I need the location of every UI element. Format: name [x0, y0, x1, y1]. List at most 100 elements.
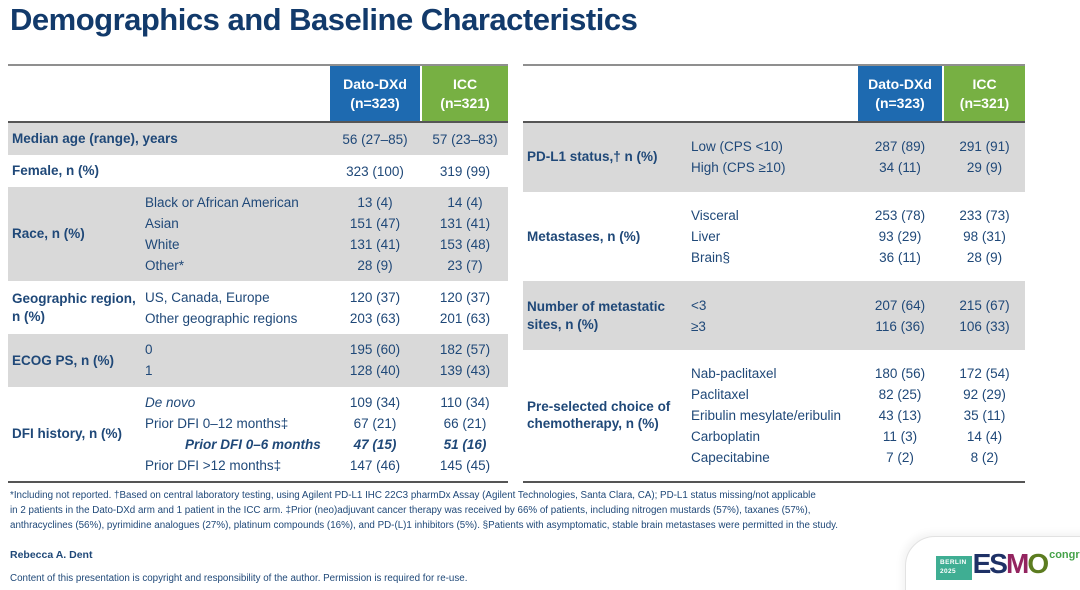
row-sublabel: Liver	[691, 228, 721, 244]
header-spacer	[523, 66, 858, 121]
value-icc: 51 (16)	[443, 436, 487, 452]
table-row: Eribulin mesylate/eribulin 43 (13) 35 (11)	[691, 405, 1025, 426]
value-icc: 14 (4)	[966, 428, 1003, 444]
table-row: Other geographic regions 203 (63) 201 (63)	[145, 308, 508, 329]
value-dato-dxd: 207 (64)	[874, 297, 926, 313]
table-row: Liver 93 (29) 98 (31)	[691, 226, 1025, 247]
table-row: ≥3 116 (36) 106 (33)	[691, 316, 1025, 337]
arm1-header-n: (n=323)	[875, 94, 925, 111]
value-icc: 92 (29)	[963, 386, 1006, 402]
congress-label: congress	[1049, 549, 1080, 561]
table-row: White 131 (41) 153 (48)	[145, 234, 508, 255]
row-label: Number of metastatic sites, n (%)	[527, 298, 666, 332]
table-row-group: Race, n (%) Black or African American 13 (…	[8, 187, 508, 282]
table-row: High (CPS ≥10) 34 (11) 29 (9)	[691, 157, 1025, 178]
value-dato-dxd: 253 (78)	[874, 207, 926, 223]
table-row-group: ECOG PS, n (%) 0 195 (60) 182 (57) 1 128 (40)…	[8, 334, 508, 387]
table-row-group: Metastases, n (%) Visceral 253 (78) 233 (73…	[523, 192, 1025, 282]
table-row-group: PD-L1 status,† n (%) Low (CPS <10) 287 (89…	[523, 123, 1025, 192]
value-icc: 8 (2)	[970, 449, 999, 465]
value-icc: 291 (91)	[959, 139, 1010, 155]
table-row-group: DFI history, n (%) De novo 109 (34) 110 (34…	[8, 387, 508, 481]
dato-dxd-column-header: Dato-DXd (n=323)	[858, 66, 942, 121]
arm2-header-n: (n=321)	[959, 94, 1010, 111]
value-icc: 14 (4)	[447, 195, 483, 211]
badge-city: BERLIN	[940, 559, 967, 566]
table-row: Prior DFI 0–12 months‡ 67 (21) 66 (21)	[145, 413, 508, 434]
arm1-header-name: Dato-DXd	[868, 76, 932, 93]
value-icc: 120 (37)	[439, 289, 491, 305]
value-dato-dxd: 67 (21)	[353, 415, 397, 431]
footnotes: *Including not reported. †Based on centr…	[10, 490, 839, 531]
esmo-letter: E	[972, 548, 992, 579]
table-row: Other* 28 (9) 23 (7)	[145, 255, 508, 276]
esmo-letter: M	[1005, 548, 1029, 579]
row-sublabel: High (CPS ≥10)	[691, 160, 786, 176]
row-sublabel: Prior DFI >12 months‡	[145, 457, 282, 473]
row-label: DFI history, n (%)	[12, 426, 122, 442]
table-row-group: Pre-selected choice of chemotherapy, n (…	[523, 350, 1025, 481]
row-sublabel: US, Canada, Europe	[145, 289, 270, 305]
congress-logo-card: BERLIN 2025 ESMO congress	[905, 536, 1080, 590]
arm2-header-name: ICC	[452, 76, 478, 93]
value-icc: 153 (48)	[439, 237, 491, 253]
demographics-table-left: Dato-DXd (n=323) ICC (n=321) Median age …	[8, 64, 508, 483]
row-label: ECOG PS, n (%)	[12, 352, 115, 368]
author-credit: Rebecca A. Dent	[10, 549, 93, 561]
table-row: 56 (27–85) 57 (23–83)	[330, 129, 508, 150]
dato-dxd-column-header: Dato-DXd (n=323)	[330, 66, 420, 121]
value-icc: 28 (9)	[966, 249, 1003, 265]
value-icc: 29 (9)	[966, 160, 1003, 176]
value-dato-dxd: 151 (47)	[349, 216, 401, 232]
value-dato-dxd: 128 (40)	[349, 363, 401, 379]
table-header: Dato-DXd (n=323) ICC (n=321)	[8, 66, 508, 123]
row-label: Metastases, n (%)	[527, 228, 641, 244]
table-row: Carboplatin 11 (3) 14 (4)	[691, 426, 1025, 447]
value-icc: 98 (31)	[963, 228, 1006, 244]
row-sublabel: Visceral	[691, 207, 739, 223]
copyright-notice: Content of this presentation is copyrigh…	[10, 573, 468, 584]
row-sublabel: Eribulin mesylate/eribulin	[691, 407, 842, 423]
value-icc: 23 (7)	[447, 258, 483, 274]
page-title: Demographics and Baseline Characteristic…	[10, 2, 638, 37]
row-label: PD-L1 status,† n (%)	[527, 149, 658, 165]
row-sublabel: Black or African American	[145, 195, 299, 211]
esmo-wordmark: ESMO	[972, 548, 1049, 579]
value-icc: 319 (99)	[439, 163, 491, 179]
row-sublabel: Other*	[145, 258, 185, 274]
value-icc: 233 (73)	[959, 207, 1010, 223]
row-sublabel: De novo	[145, 394, 196, 410]
arm2-header-name: ICC	[972, 76, 997, 93]
table-row: 1 128 (40) 139 (43)	[145, 360, 508, 381]
value-dato-dxd: 323 (100)	[346, 163, 404, 179]
row-sublabel: <3	[691, 297, 707, 313]
value-dato-dxd: 203 (63)	[349, 310, 401, 326]
value-dato-dxd: 120 (37)	[349, 289, 401, 305]
table-row-group: Female, n (%) 323 (100) 319 (99)	[8, 155, 508, 187]
value-dato-dxd: 47 (15)	[353, 436, 397, 452]
row-sublabel: White	[145, 237, 180, 253]
row-label: Median age (range), years	[12, 131, 178, 147]
row-sublabel: Prior DFI 0–6 months	[185, 436, 321, 452]
value-icc: 182 (57)	[439, 342, 491, 358]
arm1-header-name: Dato-DXd	[343, 76, 407, 93]
arm1-header-n: (n=323)	[350, 94, 400, 111]
table-row: Prior DFI >12 months‡ 147 (46) 145 (45)	[145, 455, 508, 476]
value-icc: 106 (33)	[959, 318, 1010, 334]
table-row: Brain§ 36 (11) 28 (9)	[691, 247, 1025, 268]
row-label: Female, n (%)	[12, 163, 100, 179]
value-dato-dxd: 36 (11)	[879, 249, 921, 265]
table-row: Black or African American 13 (4) 14 (4)	[145, 192, 508, 213]
value-dato-dxd: 93 (29)	[878, 228, 922, 244]
row-label: Pre-selected choice of chemotherapy, n (…	[527, 398, 671, 432]
table-row-group: Number of metastatic sites, n (%) <3 207 (…	[523, 281, 1025, 350]
table-row: Visceral 253 (78) 233 (73)	[691, 205, 1025, 226]
badge-year: 2025	[940, 567, 957, 575]
value-dato-dxd: 13 (4)	[357, 195, 393, 211]
table-row: Paclitaxel 82 (25) 92 (29)	[691, 384, 1025, 405]
table-row: Capecitabine 7 (2) 8 (2)	[691, 447, 1025, 468]
row-label: Race, n (%)	[12, 226, 85, 242]
value-icc: 215 (67)	[959, 297, 1010, 313]
row-sublabel: 1	[145, 363, 153, 379]
